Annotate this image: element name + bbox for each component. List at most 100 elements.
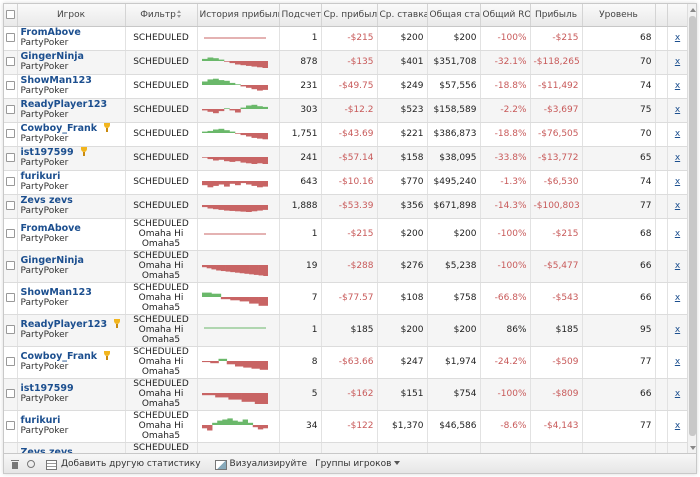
table-row[interactable]: ReadyPlayer123 PartyPoker SCHEDULED Omaha H… (4, 314, 689, 347)
remove-row-link[interactable]: x (674, 357, 681, 367)
trash-icon[interactable] (10, 459, 20, 469)
row-select[interactable] (4, 346, 18, 379)
row-select[interactable] (4, 378, 18, 411)
player-groups-dropdown[interactable]: Группы игроков (315, 459, 401, 469)
remove-row-link[interactable]: x (674, 177, 681, 187)
row-checkbox[interactable] (5, 261, 15, 270)
player-name-link[interactable]: Zevs zevs (21, 447, 73, 458)
table-row[interactable]: ShowMan123 PartyPoker SCHEDULED Omaha Hi Oma… (4, 282, 689, 315)
remove-row-link[interactable]: x (674, 201, 681, 211)
row-select[interactable] (4, 98, 18, 123)
column-level[interactable]: Уровень (582, 4, 656, 27)
column-count[interactable]: Подсчет (279, 4, 322, 27)
table-row[interactable]: FromAbove PartyPoker SCHEDULED 1 -$215 $200 $2… (4, 26, 689, 51)
row-checkbox[interactable] (5, 177, 15, 186)
table-row[interactable]: GingerNinja PartyPoker SCHEDULED 878 -$135 $4… (4, 50, 689, 75)
remove-row-link[interactable]: x (674, 129, 681, 139)
table-row[interactable]: ist197599 PartyPoker SCHEDULED Omaha Hi Omah… (4, 378, 689, 411)
row-select[interactable] (4, 122, 18, 147)
remove-row-link[interactable]: x (674, 389, 681, 399)
player-name-link[interactable]: Cowboy_Frank (20, 123, 98, 134)
select-all-header[interactable] (4, 4, 18, 27)
player-name-link[interactable]: Cowboy_Frank (20, 351, 98, 362)
column-avg-stake[interactable]: Ср. ставка (377, 4, 428, 27)
player-name-link[interactable]: ReadyPlayer123 (20, 99, 108, 110)
table-row[interactable]: ReadyPlayer123 PartyPoker SCHEDULED 303 -$12… (4, 98, 689, 123)
row-checkbox[interactable] (5, 57, 15, 66)
player-name-link[interactable]: FromAbove (20, 27, 81, 38)
table-row[interactable]: Cowboy_Frank PartyPoker SCHEDULED 1,751 -$43… (4, 122, 689, 147)
player-name-link[interactable]: FromAbove (20, 223, 81, 234)
remove-row-link[interactable]: x (674, 229, 681, 239)
column-total-stake[interactable]: Общая ставка (427, 4, 481, 27)
row-select[interactable] (4, 410, 18, 443)
scroll-up-arrow-icon[interactable] (689, 6, 696, 14)
row-checkbox[interactable] (5, 229, 15, 238)
scroll-down-arrow-icon[interactable] (689, 444, 696, 452)
column-history[interactable]: История прибыли (197, 4, 280, 27)
row-checkbox[interactable] (5, 153, 15, 162)
column-total-roi[interactable]: Общий ROI (480, 4, 531, 27)
column-filter[interactable]: Фильтр (125, 4, 198, 27)
remove-row-link[interactable]: x (674, 33, 681, 43)
row-select[interactable] (4, 74, 18, 99)
column-profit[interactable]: Прибыль (530, 4, 583, 27)
sparkline-bar (239, 296, 249, 301)
table-row[interactable]: furikuri PartyPoker SCHEDULED 643 -$10.16 $77… (4, 170, 689, 195)
row-select[interactable] (4, 50, 18, 75)
player-name-link[interactable]: ist197599 (20, 383, 74, 394)
table-row[interactable]: FromAbove PartyPoker SCHEDULED Omaha Hi Omah… (4, 218, 689, 251)
player-name-link[interactable]: Zevs zevs (20, 195, 73, 206)
row-checkbox[interactable] (5, 389, 15, 398)
player-name-link[interactable]: ReadyPlayer123 (20, 319, 108, 330)
table-row[interactable]: Cowboy_Frank PartyPoker SCHEDULED Omaha Hi O… (4, 346, 689, 379)
row-checkbox[interactable] (5, 129, 15, 138)
row-select[interactable] (4, 250, 18, 283)
table-row[interactable]: GingerNinja PartyPoker SCHEDULED Omaha Hi Om… (4, 250, 689, 283)
remove-row-link[interactable]: x (674, 153, 681, 163)
add-stats-button[interactable]: Добавить другую статистику (61, 458, 201, 469)
player-name-link[interactable]: ist197599 (20, 147, 74, 158)
select-all-checkbox[interactable] (6, 9, 15, 19)
table-row[interactable]: furikuri PartyPoker SCHEDULED Omaha Hi Omaha… (4, 410, 689, 443)
player-name-link[interactable]: furikuri (20, 171, 61, 182)
row-select[interactable] (4, 282, 18, 315)
table-row[interactable]: ist197599 PartyPoker SCHEDULED 241 -$57.14 $1… (4, 146, 689, 171)
table-row[interactable]: ShowMan123 PartyPoker SCHEDULED 231 -$49.75 $… (4, 74, 689, 99)
row-checkbox[interactable] (5, 357, 15, 366)
player-name-link[interactable]: GingerNinja (20, 51, 84, 62)
row-select[interactable] (4, 194, 18, 219)
row-checkbox[interactable] (5, 293, 15, 302)
row-select[interactable] (4, 314, 18, 347)
row-select[interactable] (4, 218, 18, 251)
gear-icon[interactable] (26, 459, 36, 469)
remove-row-link[interactable]: x (674, 105, 681, 115)
sort-icon[interactable] (176, 10, 182, 19)
row-select[interactable] (4, 170, 18, 195)
row-checkbox[interactable] (5, 201, 15, 210)
remove-row-link[interactable]: x (674, 81, 681, 91)
column-avg-profit[interactable]: Ср. прибыль (321, 4, 378, 27)
row-select[interactable] (4, 146, 18, 171)
row-checkbox[interactable] (5, 325, 15, 334)
scroll-thumb[interactable] (689, 16, 696, 436)
table-row[interactable]: Zevs zevs PartyPoker SCHEDULED 1,888 -$53.39… (4, 194, 689, 219)
row-checkbox[interactable] (5, 105, 15, 114)
column-player[interactable]: Игрок (17, 4, 126, 27)
sparkline-bar (229, 264, 235, 272)
player-name-link[interactable]: GingerNinja (20, 255, 84, 266)
row-checkbox[interactable] (5, 421, 15, 430)
player-name-link[interactable]: ShowMan123 (20, 287, 92, 298)
remove-row-link[interactable]: x (674, 261, 681, 271)
player-name-link[interactable]: furikuri (20, 415, 61, 426)
row-checkbox[interactable] (5, 81, 15, 90)
remove-row-link[interactable]: x (674, 293, 681, 303)
remove-row-link[interactable]: x (674, 421, 681, 431)
row-checkbox[interactable] (5, 33, 15, 42)
row-select[interactable] (4, 26, 18, 51)
visualize-button[interactable]: Визуализируйте (229, 458, 308, 469)
remove-row-link[interactable]: x (674, 57, 681, 67)
remove-row-link[interactable]: x (674, 325, 681, 335)
player-name-link[interactable]: ShowMan123 (20, 75, 92, 86)
vertical-scrollbar[interactable] (687, 4, 696, 454)
